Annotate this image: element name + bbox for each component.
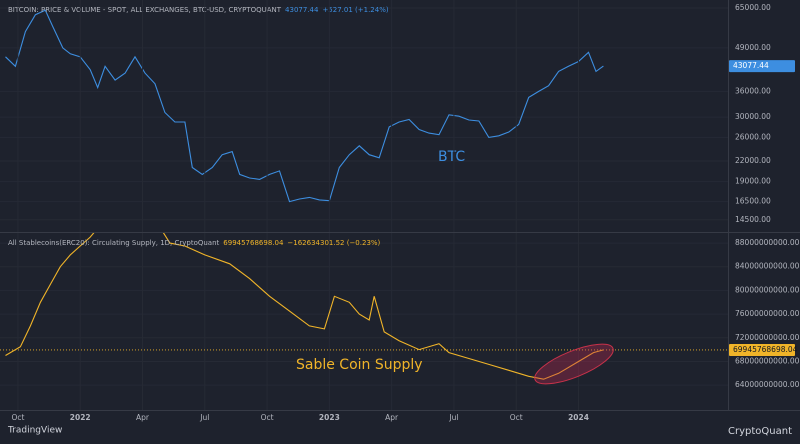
legend-change: +527.01 (+1.24%) (322, 6, 388, 14)
y-tick-label: 80000000000.00 (735, 285, 800, 294)
x-tick-label: Oct (11, 413, 24, 422)
footer-left: TradingView (7, 426, 62, 436)
y-tick-label: 30000.00 (735, 112, 771, 121)
series-line (5, 233, 604, 380)
last-value-box (729, 343, 795, 356)
annotation: BTC (438, 149, 465, 165)
legend-value: 43077.44 (285, 6, 319, 14)
y-tick-label: 72000000000.00 (735, 333, 800, 342)
last-value-box (729, 60, 795, 73)
x-tick-label: 2023 (319, 413, 340, 422)
y-tick-label: 19000.00 (735, 177, 771, 186)
last-value-label: 69945768698.04 (733, 345, 798, 354)
x-tick-label: Apr (136, 413, 150, 422)
x-tick-label: Oct (510, 413, 523, 422)
y-tick-label: 88000000000.00 (735, 238, 800, 247)
y-tick-label: 36000.00 (735, 86, 771, 95)
annotation: Sable Coin Supply (296, 357, 423, 373)
footer-right: CryptoQuant (728, 426, 792, 437)
y-tick-label: 16500.00 (735, 197, 771, 206)
x-tick-label: Apr (385, 413, 399, 422)
y-tick-label: 14500.00 (735, 215, 771, 224)
legend-change: −162634301.52 (−0.23%) (287, 239, 380, 247)
plot-area (5, 9, 604, 203)
x-tick-label: 2024 (568, 413, 589, 422)
last-value-label: 43077.44 (733, 61, 769, 70)
y-tick-label: 76000000000.00 (735, 309, 800, 318)
x-tick-label: Jul (199, 413, 209, 422)
legend: BITCOIN: PRICE & VOLUME - SPOT, ALL EXCH… (8, 6, 389, 14)
y-tick-label: 49000.00 (735, 43, 771, 52)
y-tick-label: 84000000000.00 (735, 262, 800, 271)
legend-title: All Stablecoins(ERC20): Circulating Supp… (8, 239, 220, 247)
highlight-ellipse (534, 343, 614, 385)
y-tick-label: 26000.00 (735, 132, 771, 141)
plot-layer: 65000.00 49000.00 36000.00 30000.00 26000.00… (0, 3, 800, 422)
legend-title: BITCOIN: PRICE & VOLUME - SPOT, ALL EXCH… (8, 6, 282, 14)
y-tick-label: 22000.00 (735, 156, 771, 165)
y-tick-label: 64000000000.00 (735, 380, 800, 389)
x-tick-label: Jul (448, 413, 458, 422)
plot-area (5, 233, 604, 380)
series-line (5, 9, 604, 203)
y-tick-label: 65000.00 (735, 3, 771, 12)
y-tick-label: 68000000000.00 (735, 356, 800, 365)
x-tick-label: 2022 (70, 413, 91, 422)
x-tick-label: Oct (261, 413, 274, 422)
legend-value: 69945768698.04 (223, 239, 284, 247)
legend: All Stablecoins(ERC20): Circulating Supp… (8, 239, 381, 247)
